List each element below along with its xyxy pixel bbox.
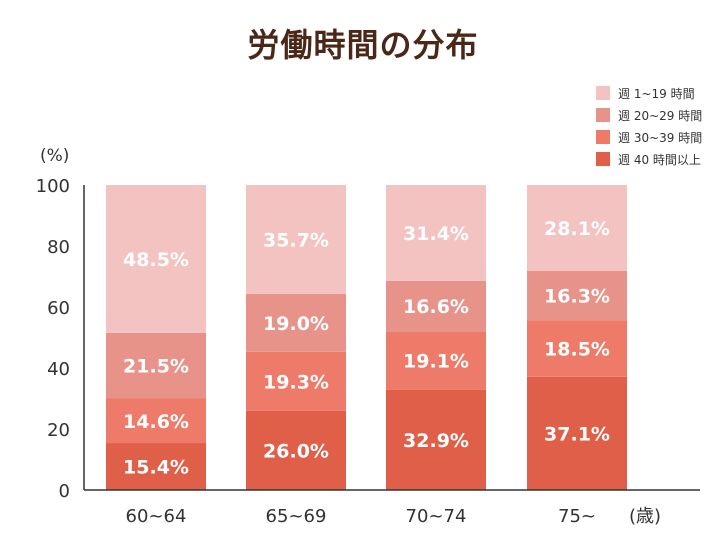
legend: 週 1~19 時間週 20~29 時間週 30~39 時間週 40 時間以上	[596, 82, 702, 170]
x-axis-unit-label: (歳)	[629, 506, 661, 527]
legend-label: 週 40 時間以上	[618, 152, 701, 167]
legend-label: 週 1~19 時間	[618, 86, 695, 101]
bar-segment	[246, 293, 346, 352]
bar-segment	[527, 376, 627, 490]
data-label: 14.6%	[123, 411, 189, 433]
legend-swatch	[596, 86, 610, 100]
bar-segment	[246, 185, 346, 294]
bar-segment	[386, 389, 486, 490]
bar-segment	[106, 398, 206, 444]
y-tick-label: 20	[47, 420, 70, 441]
bar-segment	[246, 410, 346, 490]
data-label: 32.9%	[403, 430, 469, 452]
legend-item: 週 1~19 時間	[596, 82, 702, 104]
bar-segment	[246, 351, 346, 411]
y-tick-label: 0	[59, 481, 70, 502]
bar-segment	[386, 280, 486, 332]
legend-item: 週 20~29 時間	[596, 104, 702, 126]
bar-segment	[106, 443, 206, 490]
legend-swatch	[596, 152, 610, 166]
data-label: 21.5%	[123, 356, 189, 378]
bar-segment	[386, 331, 486, 390]
bar-segment	[106, 185, 206, 333]
bar-segment	[527, 270, 627, 321]
x-tick-label: 65~69	[266, 506, 327, 527]
legend-item: 週 30~39 時間	[596, 126, 702, 148]
bar-segment	[386, 185, 486, 281]
data-label: 19.1%	[403, 351, 469, 373]
data-label: 28.1%	[544, 218, 610, 240]
data-label: 19.0%	[263, 313, 329, 335]
legend-swatch	[596, 108, 610, 122]
x-tick-label: 70~74	[406, 506, 467, 527]
data-label: 31.4%	[403, 223, 469, 245]
x-tick-label: 75~	[558, 506, 596, 527]
data-label: 37.1%	[544, 423, 610, 445]
bar-segment	[527, 185, 627, 271]
y-tick-label: 40	[47, 359, 70, 380]
data-label: 48.5%	[123, 249, 189, 271]
legend-label: 週 20~29 時間	[618, 108, 703, 123]
legend-label: 週 30~39 時間	[618, 130, 703, 145]
bar-segment	[106, 332, 206, 399]
data-label: 26.0%	[263, 440, 329, 462]
data-label: 16.3%	[544, 286, 610, 308]
data-label: 35.7%	[263, 229, 329, 251]
data-label: 16.6%	[403, 296, 469, 318]
y-axis-unit-label: (%)	[40, 146, 70, 166]
x-tick-label: 60~64	[126, 506, 187, 527]
data-label: 19.3%	[263, 371, 329, 393]
legend-item: 週 40 時間以上	[596, 148, 702, 170]
data-label: 18.5%	[544, 339, 610, 361]
legend-swatch	[596, 130, 610, 144]
y-tick-label: 80	[47, 237, 70, 258]
bar-segment	[527, 320, 627, 377]
chart-title: 労働時間の分布	[247, 26, 479, 64]
data-label: 15.4%	[123, 457, 189, 479]
y-tick-label: 100	[36, 176, 70, 197]
y-tick-label: 60	[47, 298, 70, 319]
